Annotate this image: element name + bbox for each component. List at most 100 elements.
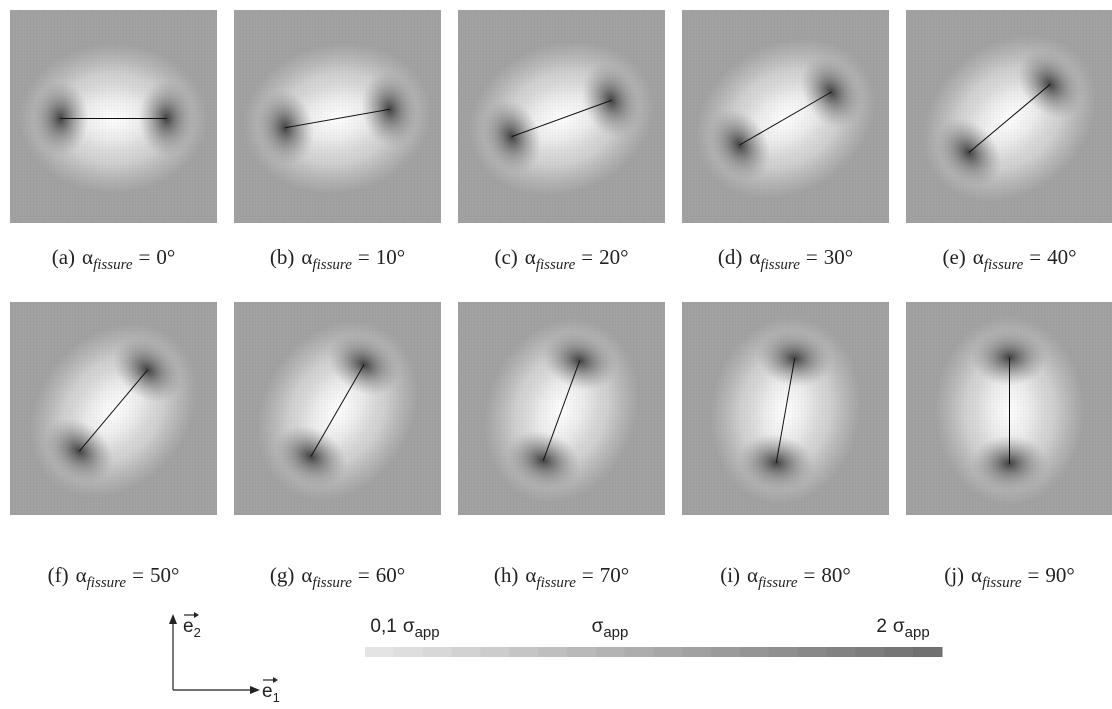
angle-label: 60° xyxy=(376,563,405,587)
angle-label: 20° xyxy=(599,245,628,269)
angle-label: 90° xyxy=(1045,563,1074,587)
mesh-texture xyxy=(682,10,889,223)
caption-tag: (c) xyxy=(494,245,517,269)
field-panel xyxy=(682,10,889,223)
field-panel xyxy=(234,10,441,223)
subscript: fissure xyxy=(93,257,133,273)
subscript: fissure xyxy=(312,257,352,273)
subscript: fissure xyxy=(536,257,576,273)
caption: (a) αfissure = 0° xyxy=(52,245,176,273)
axes-indicator xyxy=(169,612,278,694)
symbol: σ xyxy=(592,616,604,637)
caption-tag: (g) xyxy=(270,563,295,587)
crack xyxy=(285,108,390,129)
symbol: α xyxy=(301,245,312,269)
colorbar-step xyxy=(711,647,741,657)
caption: (c) αfissure = 20° xyxy=(494,245,628,273)
crack xyxy=(310,364,365,457)
subscript: fissure xyxy=(984,257,1024,273)
field-panel xyxy=(234,302,441,515)
subscript: app xyxy=(905,624,930,641)
mesh-texture xyxy=(10,10,217,223)
mesh-texture xyxy=(906,10,1112,223)
caption: (b) αfissure = 10° xyxy=(270,245,405,273)
colorbar-step xyxy=(682,647,712,657)
angle-label: 70° xyxy=(600,563,629,587)
subscript: app xyxy=(603,624,628,641)
caption-tag: (b) xyxy=(270,245,295,269)
colorbar-step xyxy=(855,647,885,657)
colorbar-step xyxy=(740,647,770,657)
relation: = xyxy=(582,563,594,587)
angle-label: 80° xyxy=(821,563,850,587)
colorbar-step xyxy=(393,647,424,657)
caption: (h) αfissure = 70° xyxy=(494,563,629,591)
colorbar-step xyxy=(826,647,856,657)
colorbar-step xyxy=(538,647,568,657)
relation: = xyxy=(358,245,370,269)
field-panel xyxy=(458,10,665,223)
mesh-texture xyxy=(10,302,217,515)
axis-label: e1 xyxy=(262,681,280,705)
colorbar-step xyxy=(797,647,828,657)
crack xyxy=(511,99,612,138)
field-panel xyxy=(906,302,1112,515)
subscript: 2 xyxy=(194,625,201,640)
symbol: α xyxy=(525,563,536,587)
relation: = xyxy=(139,245,151,269)
crack xyxy=(968,84,1051,153)
field-panel xyxy=(10,302,217,515)
caption-tag: (j) xyxy=(944,563,964,587)
crack xyxy=(542,360,581,461)
symbol: α xyxy=(973,245,984,269)
caption: (f) αfissure = 50° xyxy=(48,563,180,591)
subscript: fissure xyxy=(312,575,352,591)
symbol: α xyxy=(76,563,87,587)
field-panel xyxy=(682,302,889,515)
caption-tag: (d) xyxy=(718,245,743,269)
symbol: σ xyxy=(893,616,905,637)
colorbar-label: σapp xyxy=(592,616,629,641)
colorbar-step xyxy=(451,647,481,657)
prefix: 2 xyxy=(876,616,887,637)
crack xyxy=(739,91,832,146)
colorbar-step xyxy=(422,647,453,657)
relation: = xyxy=(806,245,818,269)
arrow-head xyxy=(169,614,177,624)
arrow-head xyxy=(250,686,260,694)
angle-label: 0° xyxy=(156,245,175,269)
caption-tag: (i) xyxy=(720,563,740,587)
colorbar-step xyxy=(365,647,395,657)
field-panel xyxy=(906,10,1112,223)
colorbar-label: 0,1 σapp xyxy=(370,616,439,641)
arrow-head xyxy=(273,677,278,683)
caption: (d) αfissure = 30° xyxy=(718,245,853,273)
subscript: fissure xyxy=(760,257,800,273)
symbol: e xyxy=(183,616,194,637)
subscript: fissure xyxy=(536,575,576,591)
relation: = xyxy=(1029,245,1041,269)
caption: (j) αfissure = 90° xyxy=(944,563,1075,591)
symbol: α xyxy=(749,245,760,269)
caption: (e) αfissure = 40° xyxy=(942,245,1076,273)
subscript: fissure xyxy=(758,575,798,591)
angle-label: 50° xyxy=(150,563,179,587)
axis-label: e2 xyxy=(183,616,201,640)
relation: = xyxy=(804,563,816,587)
symbol: α xyxy=(525,245,536,269)
subscript: 1 xyxy=(273,690,280,705)
field-panel xyxy=(458,302,665,515)
angle-label: 10° xyxy=(376,245,405,269)
arrow-head xyxy=(194,612,199,618)
colorbar-step xyxy=(884,647,914,657)
subscript: app xyxy=(415,624,440,641)
caption-tag: (h) xyxy=(494,563,519,587)
prefix: 0,1 xyxy=(370,616,396,637)
mesh-texture xyxy=(234,10,441,223)
field-panel xyxy=(10,10,217,223)
symbol: α xyxy=(82,245,93,269)
colorbar-step xyxy=(566,647,597,657)
crack xyxy=(775,358,796,463)
colorbar-step xyxy=(509,647,539,657)
